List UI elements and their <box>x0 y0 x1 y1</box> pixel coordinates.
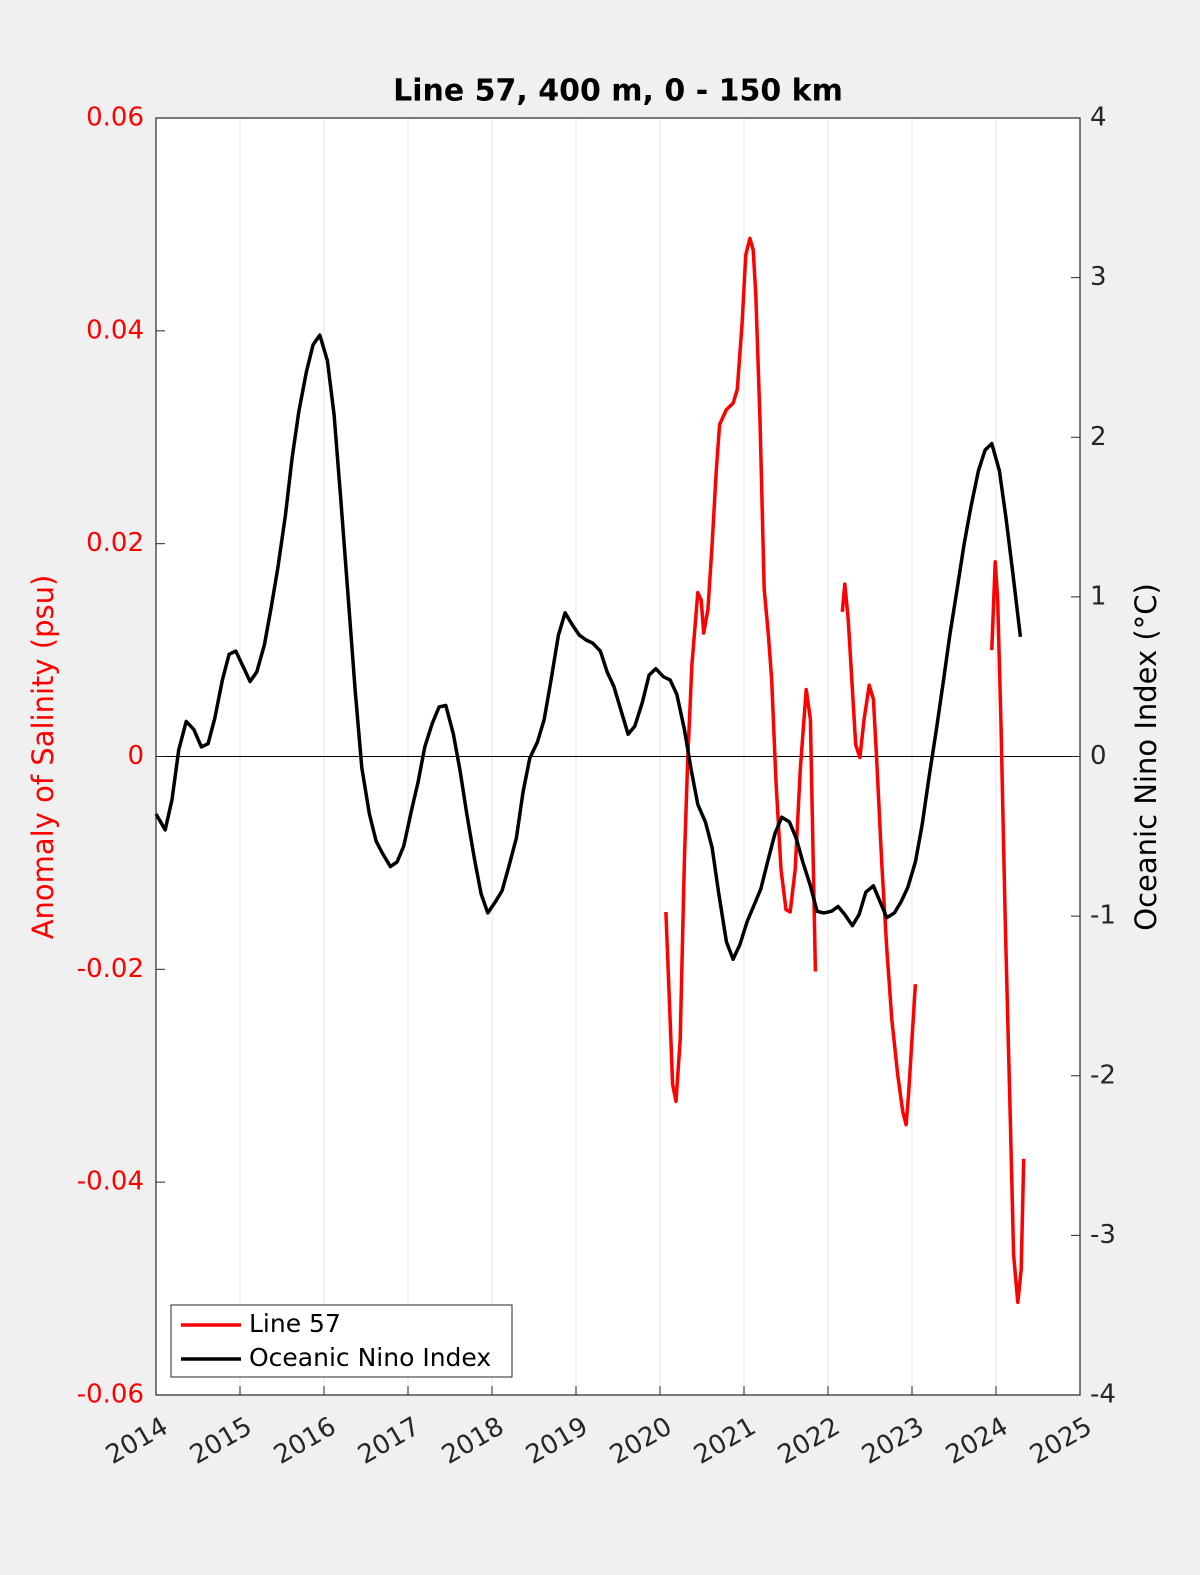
y2-axis-label: Oceanic Nino Index (°C) <box>1129 583 1163 931</box>
legend-label: Line 57 <box>249 1309 341 1338</box>
series-line <box>664 236 1026 1305</box>
y-tick-label: 0 <box>127 741 144 771</box>
y2-tick-label: -2 <box>1090 1060 1116 1090</box>
y-tick-label: -0.02 <box>77 954 144 984</box>
legend-box <box>170 1304 513 1378</box>
y2-tick-label: 4 <box>1090 103 1107 133</box>
y-axis-label: Anomaly of Salinity (psu) <box>26 575 60 940</box>
legend-label: Oceanic Nino Index <box>249 1343 491 1372</box>
y2-tick-label: 3 <box>1090 262 1107 292</box>
y2-tick-label: -1 <box>1090 901 1116 931</box>
y-tick-label: 0.02 <box>86 528 144 558</box>
y2-tick-label: 0 <box>1090 741 1107 771</box>
y-tick-label: -0.04 <box>77 1167 144 1197</box>
y2-tick-label: -4 <box>1090 1380 1116 1410</box>
legend: Line 57 Oceanic Nino Index <box>170 1304 513 1378</box>
y2-tick-label: 2 <box>1090 422 1107 452</box>
chart-title: Line 57, 400 m, 0 - 150 km <box>393 74 843 109</box>
lines <box>154 236 1026 1305</box>
y2-tick-label: 1 <box>1090 581 1107 611</box>
y-tick-label: 0.04 <box>86 315 144 345</box>
y2-tick-label: -3 <box>1090 1220 1116 1250</box>
series-line <box>154 333 1023 961</box>
y-tick-label: -0.06 <box>77 1380 144 1410</box>
y-tick-label: 0.06 <box>86 103 144 133</box>
